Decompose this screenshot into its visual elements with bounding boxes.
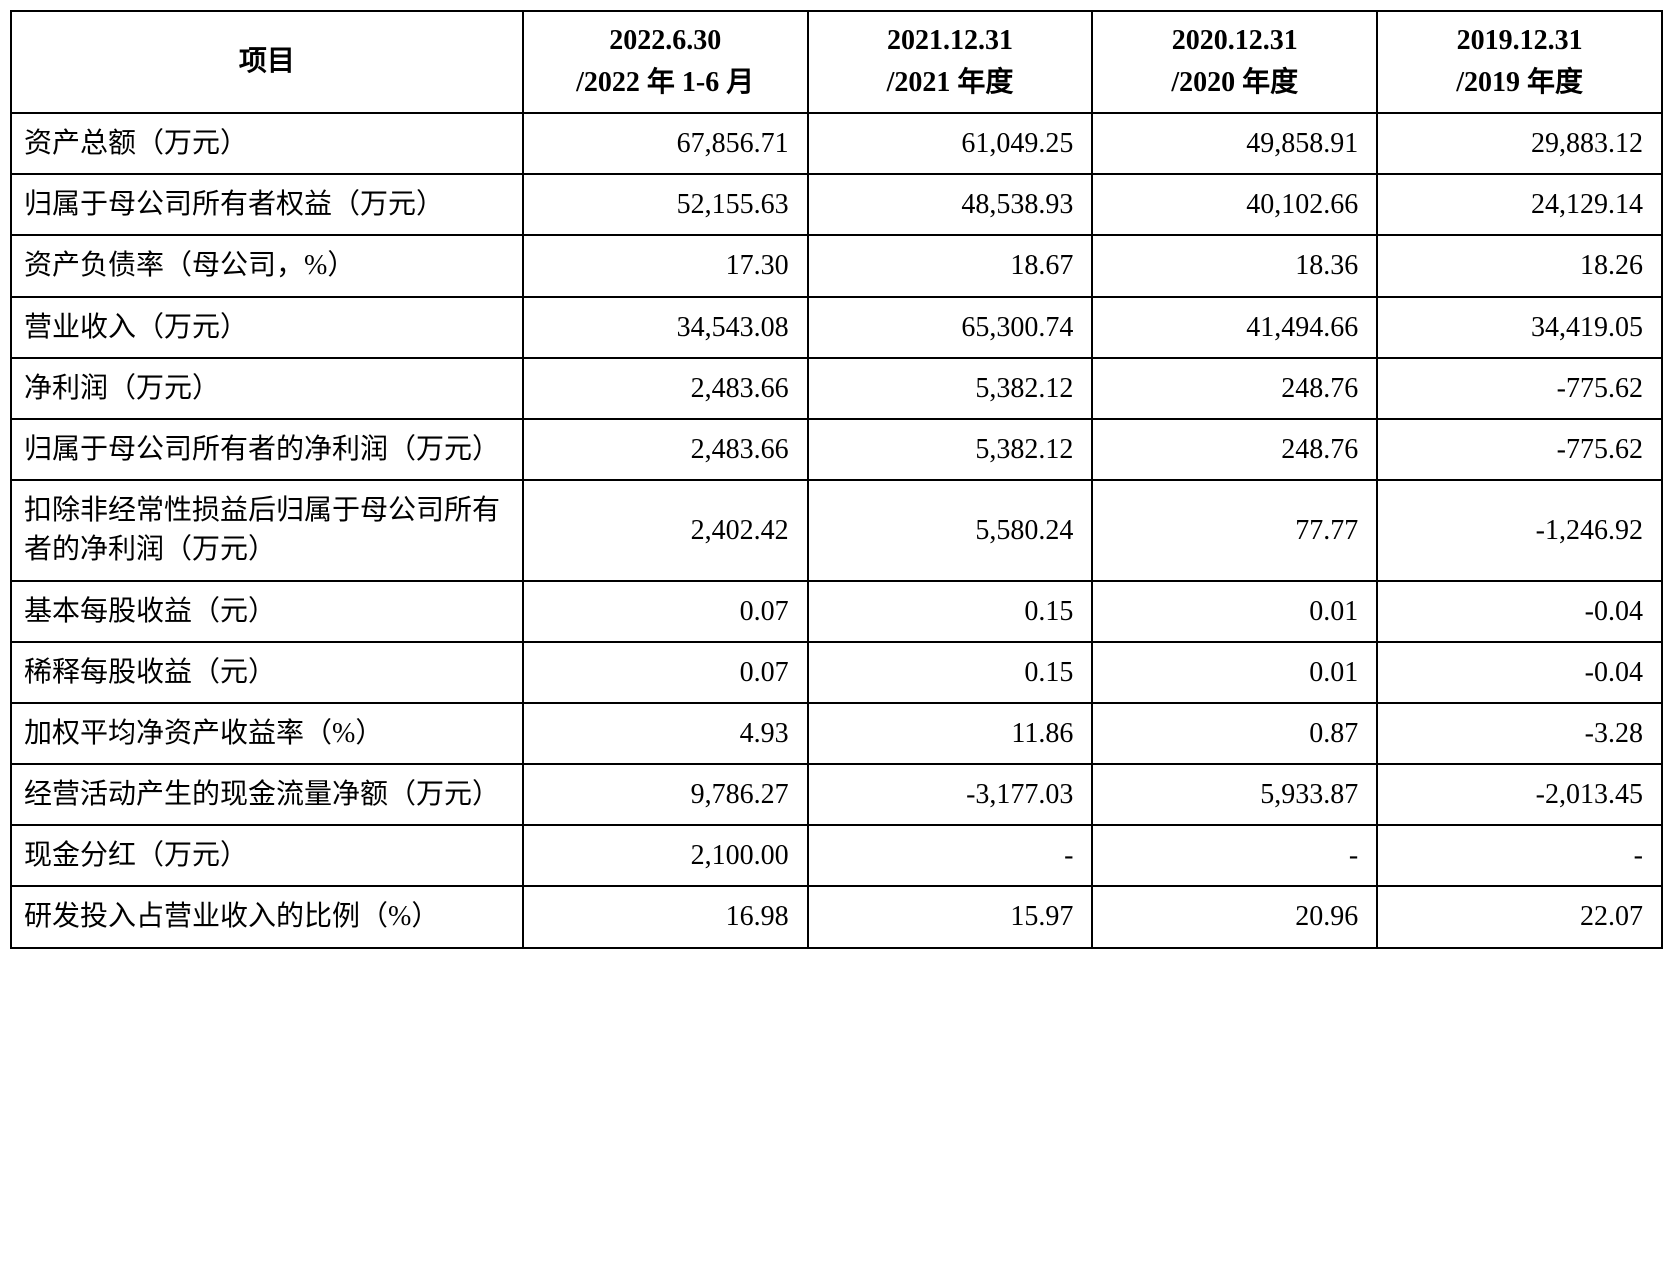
row-value-c2022: 2,483.66 [523, 419, 808, 480]
row-value-c2021: 48,538.93 [808, 174, 1093, 235]
financial-table: 项目 2022.6.30 /2022 年 1-6 月 2021.12.31 /2… [10, 10, 1663, 949]
row-item-label: 营业收入（万元） [11, 297, 523, 358]
row-value-c2019: 22.07 [1377, 886, 1662, 947]
row-item-label: 研发投入占营业收入的比例（%） [11, 886, 523, 947]
row-value-c2019: -775.62 [1377, 419, 1662, 480]
row-value-c2020: 41,494.66 [1092, 297, 1377, 358]
row-value-c2020: 0.01 [1092, 581, 1377, 642]
row-value-c2021: 5,580.24 [808, 480, 1093, 580]
header-2021-line1: 2021.12.31 [887, 25, 1013, 56]
row-value-c2020: 5,933.87 [1092, 764, 1377, 825]
row-value-c2019: -0.04 [1377, 581, 1662, 642]
row-value-c2021: 61,049.25 [808, 113, 1093, 174]
row-value-c2022: 52,155.63 [523, 174, 808, 235]
header-item-label: 项目 [239, 46, 295, 77]
row-item-label: 现金分红（万元） [11, 825, 523, 886]
header-2022: 2022.6.30 /2022 年 1-6 月 [523, 11, 808, 113]
row-item-label: 净利润（万元） [11, 358, 523, 419]
row-value-c2021: - [808, 825, 1093, 886]
header-2022-line2: /2022 年 1-6 月 [576, 67, 754, 98]
header-2019-line1: 2019.12.31 [1457, 25, 1583, 56]
row-item-label: 经营活动产生的现金流量净额（万元） [11, 764, 523, 825]
row-value-c2022: 0.07 [523, 642, 808, 703]
row-value-c2022: 4.93 [523, 703, 808, 764]
row-value-c2019: -775.62 [1377, 358, 1662, 419]
table-row: 归属于母公司所有者权益（万元）52,155.6348,538.9340,102.… [11, 174, 1662, 235]
row-value-c2021: -3,177.03 [808, 764, 1093, 825]
table-row: 资产负债率（母公司，%）17.3018.6718.3618.26 [11, 235, 1662, 296]
header-2022-line1: 2022.6.30 [609, 25, 721, 56]
table-row: 营业收入（万元）34,543.0865,300.7441,494.6634,41… [11, 297, 1662, 358]
row-value-c2020: 18.36 [1092, 235, 1377, 296]
row-value-c2019: 29,883.12 [1377, 113, 1662, 174]
table-row: 稀释每股收益（元）0.070.150.01-0.04 [11, 642, 1662, 703]
header-2019-line2: /2019 年度 [1456, 67, 1583, 98]
row-value-c2022: 0.07 [523, 581, 808, 642]
row-value-c2019: 34,419.05 [1377, 297, 1662, 358]
row-value-c2021: 5,382.12 [808, 358, 1093, 419]
row-value-c2020: 40,102.66 [1092, 174, 1377, 235]
row-value-c2020: 0.87 [1092, 703, 1377, 764]
header-2020-line1: 2020.12.31 [1172, 25, 1298, 56]
table-row: 经营活动产生的现金流量净额（万元）9,786.27-3,177.035,933.… [11, 764, 1662, 825]
header-item: 项目 [11, 11, 523, 113]
table-row: 归属于母公司所有者的净利润（万元）2,483.665,382.12248.76-… [11, 419, 1662, 480]
table-row: 研发投入占营业收入的比例（%）16.9815.9720.9622.07 [11, 886, 1662, 947]
row-value-c2022: 2,483.66 [523, 358, 808, 419]
row-value-c2020: 20.96 [1092, 886, 1377, 947]
row-value-c2019: -3.28 [1377, 703, 1662, 764]
row-value-c2019: -1,246.92 [1377, 480, 1662, 580]
row-value-c2022: 17.30 [523, 235, 808, 296]
row-value-c2020: 0.01 [1092, 642, 1377, 703]
table-row: 扣除非经常性损益后归属于母公司所有者的净利润（万元）2,402.425,580.… [11, 480, 1662, 580]
row-item-label: 资产总额（万元） [11, 113, 523, 174]
header-2019: 2019.12.31 /2019 年度 [1377, 11, 1662, 113]
header-2021: 2021.12.31 /2021 年度 [808, 11, 1093, 113]
row-value-c2021: 65,300.74 [808, 297, 1093, 358]
table-row: 资产总额（万元）67,856.7161,049.2549,858.9129,88… [11, 113, 1662, 174]
row-value-c2022: 67,856.71 [523, 113, 808, 174]
row-value-c2021: 5,382.12 [808, 419, 1093, 480]
row-value-c2021: 18.67 [808, 235, 1093, 296]
row-value-c2020: - [1092, 825, 1377, 886]
row-value-c2019: 18.26 [1377, 235, 1662, 296]
row-value-c2021: 15.97 [808, 886, 1093, 947]
table-body: 资产总额（万元）67,856.7161,049.2549,858.9129,88… [11, 113, 1662, 948]
table-row: 现金分红（万元）2,100.00--- [11, 825, 1662, 886]
row-value-c2019: -0.04 [1377, 642, 1662, 703]
row-value-c2022: 16.98 [523, 886, 808, 947]
table-row: 净利润（万元）2,483.665,382.12248.76-775.62 [11, 358, 1662, 419]
row-value-c2020: 248.76 [1092, 419, 1377, 480]
table-row: 基本每股收益（元）0.070.150.01-0.04 [11, 581, 1662, 642]
row-item-label: 扣除非经常性损益后归属于母公司所有者的净利润（万元） [11, 480, 523, 580]
header-2020: 2020.12.31 /2020 年度 [1092, 11, 1377, 113]
row-value-c2019: - [1377, 825, 1662, 886]
row-value-c2022: 34,543.08 [523, 297, 808, 358]
table-header-row: 项目 2022.6.30 /2022 年 1-6 月 2021.12.31 /2… [11, 11, 1662, 113]
row-value-c2020: 77.77 [1092, 480, 1377, 580]
row-value-c2021: 0.15 [808, 642, 1093, 703]
header-2020-line2: /2020 年度 [1171, 67, 1298, 98]
row-value-c2021: 11.86 [808, 703, 1093, 764]
row-item-label: 加权平均净资产收益率（%） [11, 703, 523, 764]
row-value-c2022: 9,786.27 [523, 764, 808, 825]
row-item-label: 基本每股收益（元） [11, 581, 523, 642]
row-value-c2022: 2,100.00 [523, 825, 808, 886]
row-item-label: 稀释每股收益（元） [11, 642, 523, 703]
row-value-c2021: 0.15 [808, 581, 1093, 642]
row-value-c2022: 2,402.42 [523, 480, 808, 580]
row-value-c2020: 49,858.91 [1092, 113, 1377, 174]
row-value-c2019: -2,013.45 [1377, 764, 1662, 825]
row-value-c2019: 24,129.14 [1377, 174, 1662, 235]
row-item-label: 归属于母公司所有者的净利润（万元） [11, 419, 523, 480]
header-2021-line2: /2021 年度 [887, 67, 1014, 98]
table-row: 加权平均净资产收益率（%）4.9311.860.87-3.28 [11, 703, 1662, 764]
row-item-label: 资产负债率（母公司，%） [11, 235, 523, 296]
row-item-label: 归属于母公司所有者权益（万元） [11, 174, 523, 235]
row-value-c2020: 248.76 [1092, 358, 1377, 419]
